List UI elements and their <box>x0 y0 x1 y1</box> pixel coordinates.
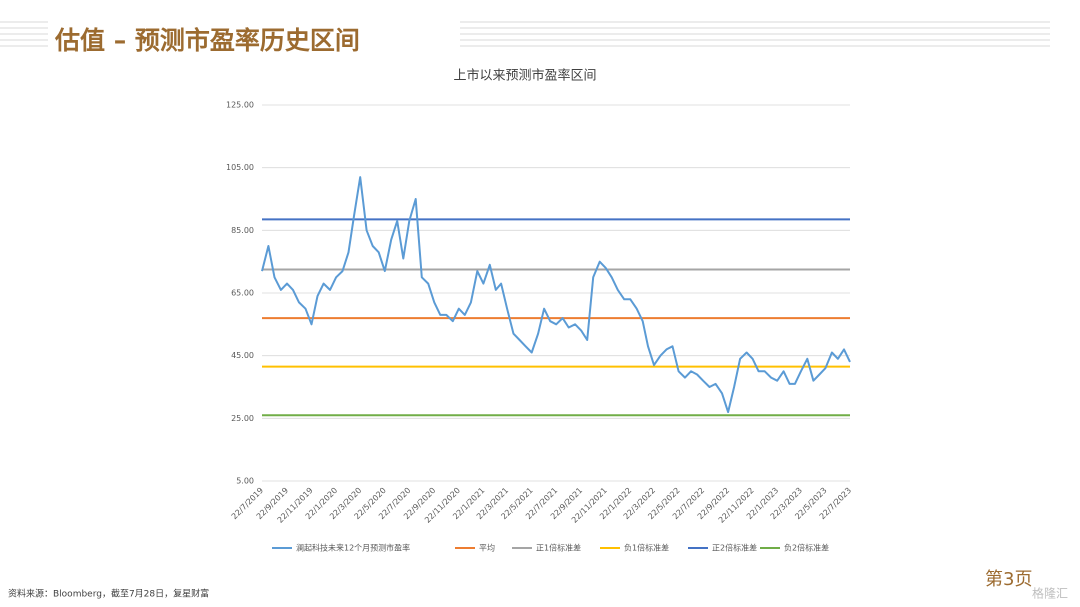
legend-label: 正2倍标准差 <box>712 543 757 553</box>
y-tick-label: 65.00 <box>231 289 254 298</box>
chart-title: 上市以来预测市盈率区间 <box>453 68 596 84</box>
y-tick-label: 85.00 <box>231 226 254 235</box>
watermark: 格隆汇 <box>1032 586 1068 601</box>
legend-label: 平均 <box>479 543 495 553</box>
page-number: 第3页 <box>985 569 1032 590</box>
y-tick-label: 5.00 <box>236 477 254 486</box>
legend-label: 负1倍标准差 <box>624 543 669 553</box>
legend-label: 负2倍标准差 <box>784 543 829 553</box>
slide-title: 估值 – 预测市盈率历史区间 <box>54 26 360 55</box>
y-tick-label: 45.00 <box>231 351 254 360</box>
legend-label: 正1倍标准差 <box>536 543 581 553</box>
header-stripes <box>0 21 1050 47</box>
source-note: 资料来源：Bloomberg，截至7月28日，复星财富 <box>8 588 209 600</box>
y-tick-label: 105.00 <box>226 163 254 172</box>
legend-label: 澜起科技未来12个月预测市盈率 <box>296 543 410 553</box>
data-line <box>261 176 851 414</box>
y-tick-label: 125.00 <box>226 101 254 110</box>
y-tick-label: 25.00 <box>231 414 254 423</box>
